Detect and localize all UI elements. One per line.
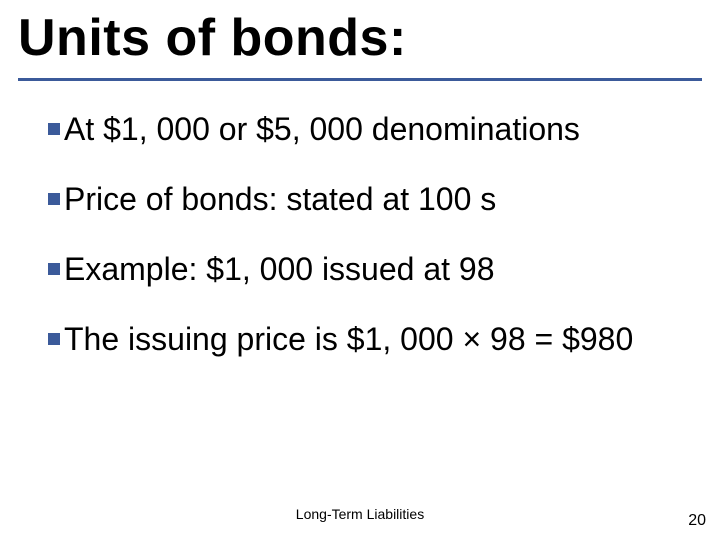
bullet-text: Price of bonds: stated at 100 s <box>64 179 496 219</box>
list-item: The issuing price is $1, 000 × 98 = $980 <box>48 319 680 359</box>
square-bullet-icon <box>48 263 60 275</box>
bullet-list: At $1, 000 or $5, 000 denominations Pric… <box>0 81 720 359</box>
list-item: Example: $1, 000 issued at 98 <box>48 249 680 289</box>
list-item: At $1, 000 or $5, 000 denominations <box>48 109 680 149</box>
slide-title: Units of bonds: <box>18 8 702 68</box>
bullet-text: At $1, 000 or $5, 000 denominations <box>64 109 580 149</box>
square-bullet-icon <box>48 123 60 135</box>
square-bullet-icon <box>48 333 60 345</box>
square-bullet-icon <box>48 193 60 205</box>
title-area: Units of bonds: <box>0 0 720 81</box>
list-item: Price of bonds: stated at 100 s <box>48 179 680 219</box>
footer-text: Long-Term Liabilities <box>0 506 720 522</box>
page-number: 20 <box>688 512 706 530</box>
bullet-text: Example: $1, 000 issued at 98 <box>64 249 495 289</box>
bullet-text: The issuing price is $1, 000 × 98 = $980 <box>64 319 633 359</box>
